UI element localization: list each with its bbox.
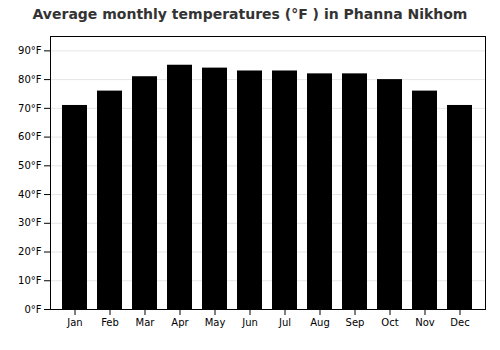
html-text:Average monthly temperatures (: Average monthly temperatures (°F ) in Ph…: [32, 6, 468, 22]
svg-text:70°F: 70°F: [18, 103, 42, 114]
svg-text:Sep: Sep: [346, 317, 365, 328]
svg-text:Apr: Apr: [171, 317, 189, 328]
svg-text:Feb: Feb: [101, 317, 119, 328]
svg-text:Jul: Jul: [278, 317, 291, 328]
svg-text:May: May: [205, 317, 226, 328]
svg-text:20°F: 20°F: [18, 246, 42, 257]
svg-text:40°F: 40°F: [18, 189, 42, 200]
svg-text:30°F: 30°F: [18, 217, 42, 228]
svg-text:60°F: 60°F: [18, 131, 42, 142]
svg-text:80°F: 80°F: [18, 74, 42, 85]
svg-text:Jan: Jan: [66, 317, 82, 328]
svg-text:50°F: 50°F: [18, 160, 42, 171]
svg-text:Aug: Aug: [310, 317, 330, 328]
svg-text:90°F: 90°F: [18, 45, 42, 56]
svg-text:0°F: 0°F: [24, 304, 41, 315]
svg-text:Oct: Oct: [381, 317, 398, 328]
svg-text:Dec: Dec: [450, 317, 469, 328]
svg-text:10°F: 10°F: [18, 275, 42, 286]
svg-text:Nov: Nov: [415, 317, 435, 328]
svg-text:Mar: Mar: [136, 317, 156, 328]
svg-text:Jun: Jun: [241, 317, 258, 328]
